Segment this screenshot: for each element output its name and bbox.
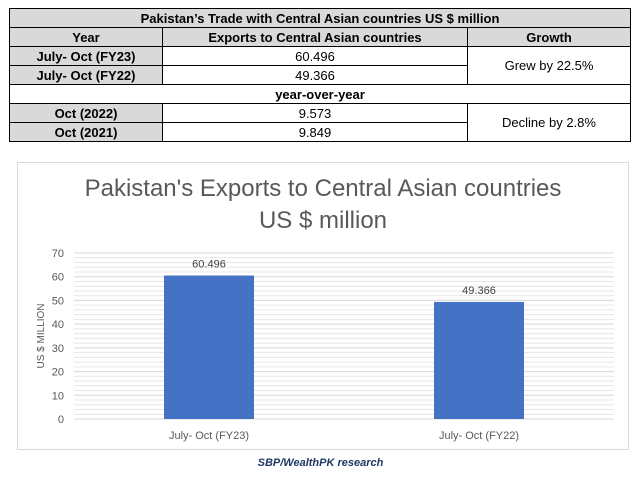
row-value-fy22: 49.366	[162, 65, 468, 85]
source-note: SBP/WealthPK research	[257, 457, 384, 469]
y-tick-label: 10	[52, 390, 64, 402]
growth-yoy: Decline by 2.8%	[466, 103, 632, 142]
row-label-oct2021: Oct (2021)	[9, 122, 163, 142]
row-label-fy22: July- Oct (FY22)	[9, 65, 163, 85]
y-tick-label: 0	[58, 414, 64, 426]
data-label: 49.366	[462, 285, 496, 297]
chart-title-line1: Pakistan's Exports to Central Asian coun…	[84, 175, 562, 202]
row-value-oct2022: 9.573	[162, 103, 468, 123]
y-tick-label: 50	[52, 295, 64, 307]
y-tick-label: 30	[52, 343, 64, 355]
y-tick-label: 20	[52, 367, 64, 379]
header-exports: Exports to Central Asian countries	[162, 27, 468, 47]
row-label-fy23: July- Oct (FY23)	[9, 46, 163, 66]
section-label: year-over-year	[8, 84, 632, 104]
table-title: Pakistan’s Trade with Central Asian coun…	[8, 8, 632, 28]
header-year: Year	[9, 27, 163, 47]
x-tick-label: July- Oct (FY22)	[439, 430, 519, 442]
chart-title-line2: US $ million	[258, 207, 388, 234]
chart-area: Pakistan's Exports to Central Asian coun…	[17, 162, 629, 450]
y-tick-label: 60	[52, 272, 64, 284]
y-axis-label: US $ MILLION	[36, 303, 47, 368]
growth-fy: Grew by 22.5%	[466, 46, 632, 85]
y-tick-label: 70	[52, 248, 64, 260]
data-label: 60.496	[192, 259, 226, 271]
header-growth: Growth	[466, 27, 632, 47]
bar	[434, 301, 524, 419]
row-label-oct2022: Oct (2022)	[9, 103, 163, 123]
row-value-oct2021: 9.849	[162, 122, 468, 142]
y-tick-label: 40	[52, 319, 64, 331]
trade-table: Pakistan’s Trade with Central Asian coun…	[8, 8, 632, 142]
row-value-fy23: 60.496	[162, 46, 468, 66]
bar	[164, 275, 254, 419]
bar-chart: 0 10 20 30 40 50 60 70 US $ MILLION 60.496 July- O…	[36, 248, 614, 442]
x-tick-label: July- Oct (FY23)	[169, 430, 249, 442]
